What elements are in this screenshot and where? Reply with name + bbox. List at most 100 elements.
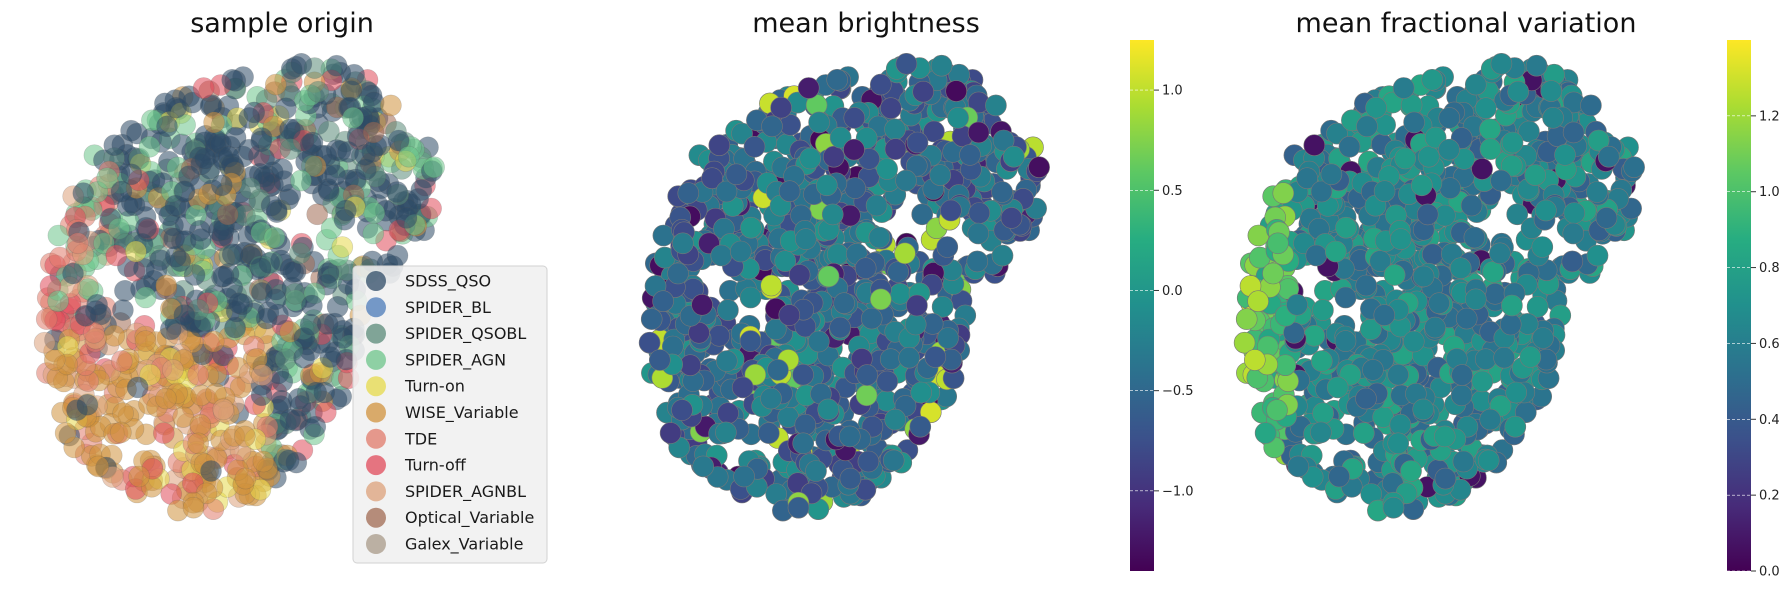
scatter-point [930, 54, 953, 77]
scatter-point [671, 399, 693, 421]
scatter-point [1449, 257, 1472, 280]
scatter-point [234, 425, 256, 448]
colorbar-tick-label: 0.2 [1759, 489, 1780, 504]
scatter-point [1305, 244, 1328, 267]
scatter-point [35, 308, 58, 330]
scatter-point [128, 465, 150, 488]
scatter-point [1421, 243, 1444, 266]
scatter-point [826, 243, 849, 266]
scatter-point [1463, 226, 1486, 249]
scatter-point [277, 449, 300, 472]
scatter-point [228, 292, 250, 315]
colorbar-tick-label: 0.6 [1759, 337, 1780, 352]
scatter-point [1505, 381, 1527, 404]
scatter-points-brightness [638, 52, 1050, 522]
scatter-point [1465, 288, 1487, 311]
scatter-point [120, 163, 143, 186]
scatter-point [134, 286, 157, 309]
scatter-point [386, 244, 409, 267]
scatter-point [843, 138, 865, 161]
scatter-point [271, 370, 294, 393]
scatter-point [187, 432, 209, 455]
scatter-point [182, 496, 205, 519]
scatter-point [1471, 370, 1494, 393]
colorbar-tick-label: 1.0 [1759, 185, 1780, 200]
scatter-point [318, 120, 340, 143]
scatter-point [1355, 274, 1377, 297]
scatter-point [306, 203, 329, 226]
scatter-point [1312, 299, 1334, 321]
scatter-point [659, 422, 682, 444]
scatter-point [770, 96, 792, 119]
scatter-point [155, 387, 177, 410]
legend-label: Turn-off [404, 456, 467, 475]
scatter-point [66, 399, 88, 421]
scatter-point [884, 138, 907, 160]
colorbar-tick-label: 0.8 [1759, 261, 1780, 276]
scatter-point [1561, 250, 1584, 273]
scatter-point [62, 262, 84, 285]
scatter-point [911, 203, 934, 226]
scatter-point [1455, 307, 1478, 330]
scatter-point [855, 384, 878, 407]
scatter-point [1387, 432, 1409, 455]
scatter-point [638, 331, 661, 354]
scatter-point [940, 199, 962, 222]
legend-label: SPIDER_QSOBL [405, 324, 526, 344]
scatter-point [324, 164, 347, 186]
scatter-point [1438, 138, 1460, 161]
scatter-point [868, 226, 891, 249]
scatter-point [1369, 250, 1391, 272]
scatter-point [1267, 232, 1289, 255]
scatter-point [1310, 180, 1333, 203]
scatter-point [1519, 346, 1542, 368]
scatter-point [884, 408, 907, 431]
scatter-point [304, 415, 327, 438]
scatter-point [290, 169, 312, 192]
scatter-point [822, 145, 845, 168]
colorbar-brightness: −1.0 −0.5 0.0 0.5 1.0 [1130, 40, 1194, 571]
scatter-point [869, 73, 892, 96]
legend: SDSS_QSO SPIDER_BL SPIDER_QSOBL SPIDER_AGN T… [352, 265, 548, 564]
scatter-point [1382, 496, 1405, 519]
scatter-point [33, 331, 56, 354]
scatter-point [1490, 169, 1512, 192]
scatter-point [931, 295, 954, 318]
legend-marker [366, 481, 386, 502]
scatter-point [1587, 129, 1610, 152]
scatter-point [905, 155, 928, 177]
panel-title: mean brightness [752, 8, 980, 39]
scatter-point [1311, 350, 1333, 372]
scatter-point [1479, 408, 1501, 431]
colorbar-tick-label: −1.0 [1162, 484, 1194, 499]
legend-label: WISE_Variable [405, 403, 519, 423]
scatter-point [805, 460, 827, 482]
scatter-point [264, 73, 287, 96]
scatter-point [1586, 181, 1608, 203]
scatter-point [153, 422, 175, 444]
scatter-point [1296, 167, 1318, 189]
scatter-point [882, 449, 905, 472]
scatter-point [271, 158, 293, 180]
scatter-point [305, 381, 328, 404]
scatter-point [799, 147, 822, 170]
scatter-point [110, 421, 132, 444]
scatter-point [1303, 134, 1326, 156]
scatter-point [959, 144, 981, 166]
scatter-point [817, 398, 840, 421]
scatter-point [1450, 384, 1473, 407]
scatter-point [1563, 202, 1586, 224]
scatter-point [898, 346, 920, 369]
scatter-point [263, 226, 286, 249]
scatter-point [192, 77, 215, 99]
scatter-point [1383, 264, 1406, 286]
scatter-point [774, 250, 797, 272]
scatter-point [947, 107, 969, 129]
scatter-point [743, 136, 766, 158]
scatter-point [1477, 449, 1500, 472]
scatter-point [967, 121, 990, 144]
scatter-point [854, 257, 877, 280]
scatter-point [640, 308, 663, 330]
scatter-point [838, 425, 861, 448]
scatter-point [331, 236, 354, 258]
